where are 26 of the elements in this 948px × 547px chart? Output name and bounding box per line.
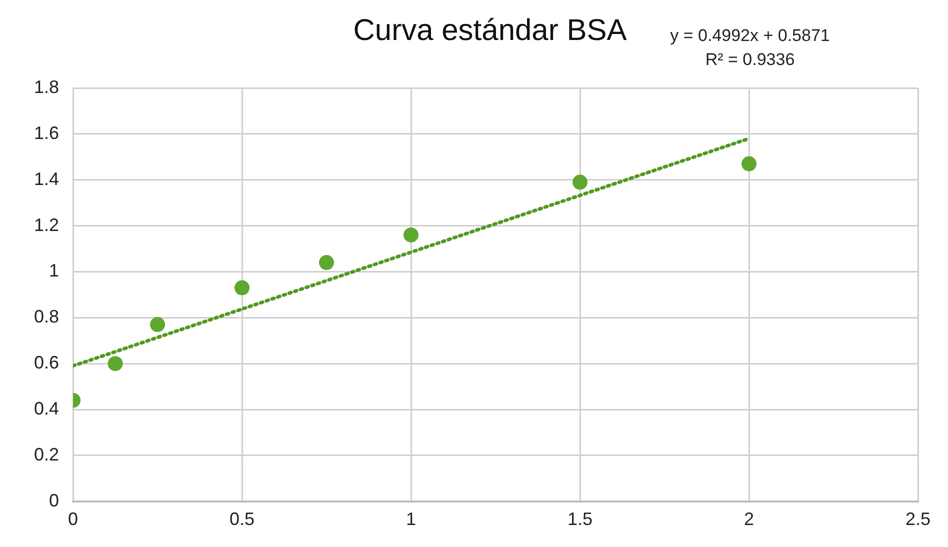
point	[742, 156, 757, 172]
point	[319, 255, 334, 270]
x-tick-label: 2.5	[905, 509, 931, 530]
point	[150, 317, 166, 332]
chart-title: Curva estándar BSA	[352, 14, 628, 48]
x-tick-label: 0	[68, 509, 78, 530]
y-tick-label: 1.8	[34, 76, 60, 97]
x-tick-label: 2	[744, 509, 754, 530]
text: y = 0.4992x + 0.5871	[669, 25, 831, 47]
point	[404, 227, 419, 242]
y-tick-label: 1.6	[34, 122, 60, 143]
y-tick-label: 1.4	[34, 168, 60, 189]
text: R² = 0.9336	[704, 49, 796, 71]
x-tick-label: 0.5	[230, 509, 255, 530]
point	[572, 174, 588, 190]
x-tick-label: 1.5	[567, 509, 593, 530]
y-tick-label: 0	[49, 490, 60, 510]
y-tick-label: 0.6	[34, 352, 60, 373]
x-tick-label: 1	[406, 509, 416, 530]
y-tick-label: 0.8	[34, 306, 60, 327]
y-tick-label: 1.2	[34, 214, 60, 235]
y-tick-label: 0.4	[34, 398, 60, 418]
point	[108, 356, 123, 372]
y-tick-label: 0.2	[34, 444, 60, 464]
y-tick-label: 1	[49, 260, 60, 281]
point	[234, 280, 250, 296]
